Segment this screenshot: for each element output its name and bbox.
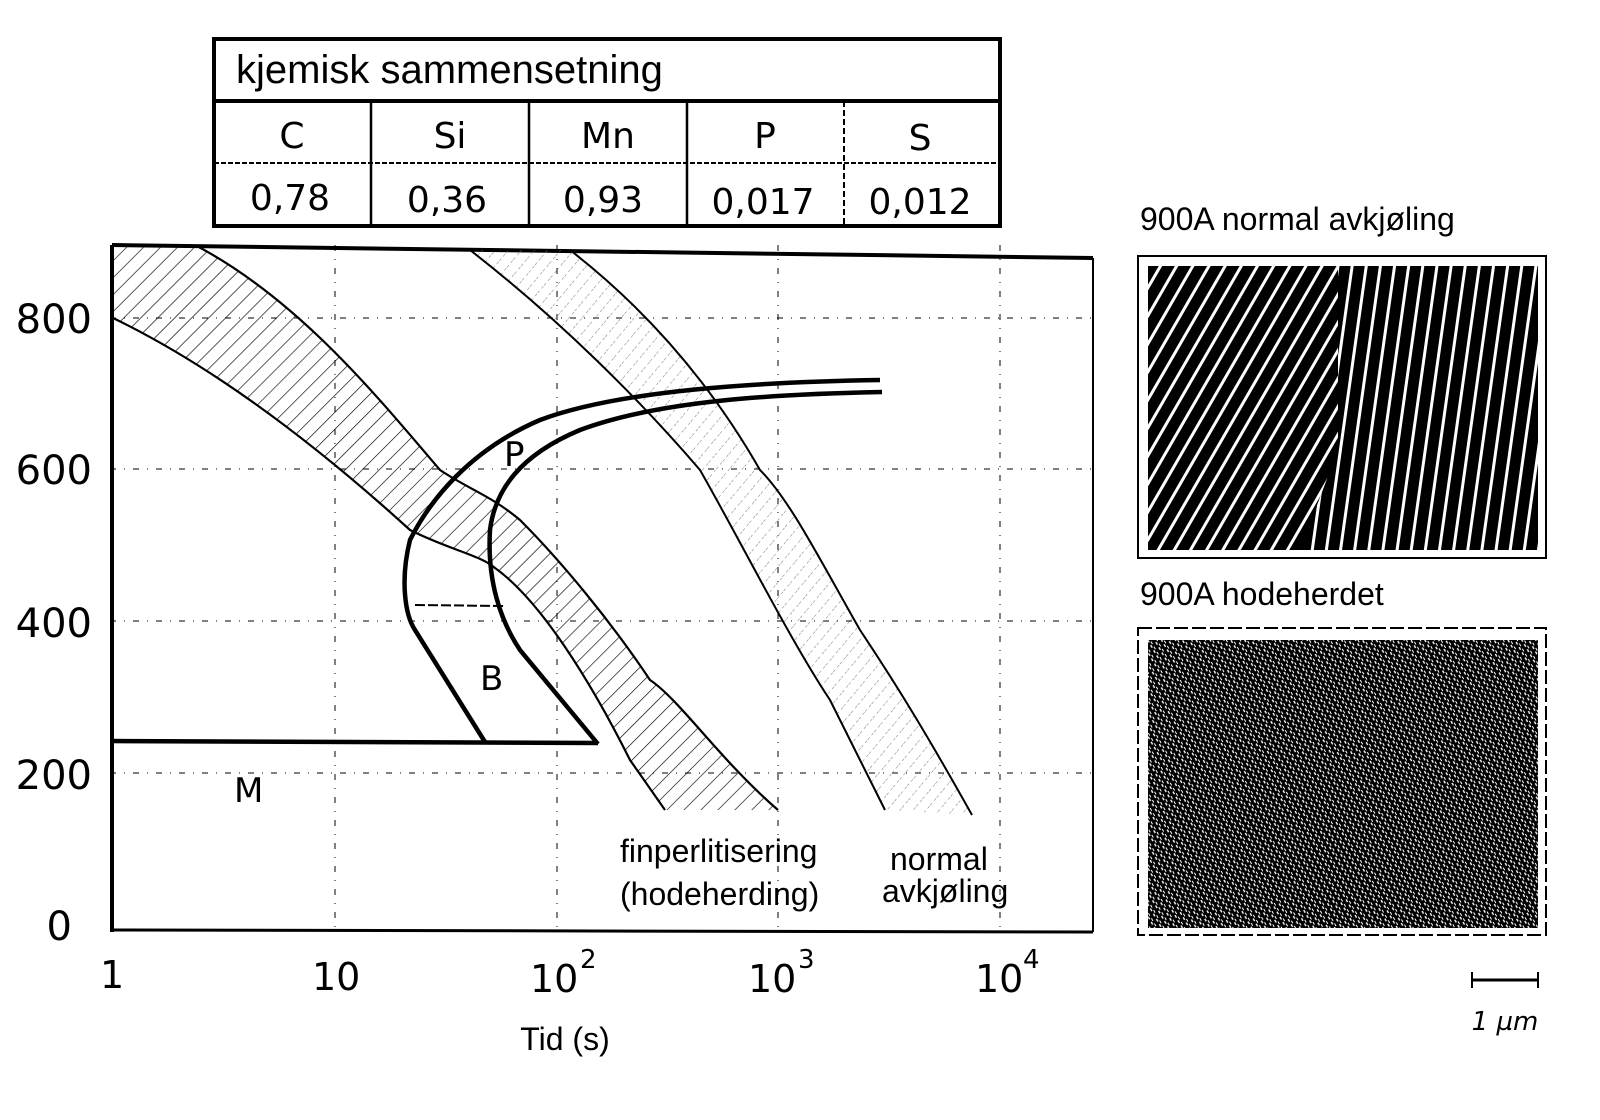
composition-table: kjemisk sammensetning C Si Mn P S 0,78 0… (212, 37, 1002, 228)
value-c: 0,78 (250, 178, 330, 219)
x-tick-exponent: 4 (1023, 945, 1040, 975)
header-mn: Mn (581, 116, 635, 157)
micrograph-bottom-label: 900A hodeherdet (1140, 576, 1384, 612)
header-s: S (909, 118, 932, 159)
plot-area (109, 243, 1094, 934)
header-p: P (754, 116, 776, 157)
normal-cooling-band (470, 250, 972, 815)
x-tick: 10 (530, 957, 578, 1001)
micrograph-top-label: 900A normal avkjøling (1140, 201, 1455, 237)
scale-bar-label: 1 µm (1472, 1007, 1539, 1037)
header-si: Si (434, 116, 467, 157)
head-hardening-left-curve (112, 317, 666, 811)
curve-label-normal-2: avkjøling (882, 873, 1008, 909)
x-tick: 10 (748, 957, 796, 1001)
value-si: 0,36 (407, 180, 487, 221)
head-hardening-right-curve (194, 245, 779, 811)
scale-bar: 1 µm (1471, 972, 1539, 1037)
normal-cooling-left-curve (469, 249, 886, 811)
y-tick: 600 (16, 448, 92, 494)
curve-label-head-hardening-1: finperlitisering (620, 833, 817, 869)
normal-cooling-right-curve (569, 249, 973, 816)
header-c: C (279, 116, 304, 157)
curve-label-normal-1: normal (890, 841, 988, 877)
x-tick-exponent: 2 (580, 945, 597, 975)
bainite-dashed-line (414, 604, 506, 607)
x-tick: 10 (312, 955, 360, 999)
micrograph-head-hardened (1137, 627, 1547, 936)
y-tick: 0 (47, 904, 72, 950)
value-s: 0,012 (868, 182, 971, 223)
x-tick-exponent: 3 (798, 945, 815, 975)
region-label-b: B (480, 659, 503, 699)
y-tick: 800 (16, 297, 92, 343)
value-mn: 0,93 (563, 180, 643, 221)
transformation-start-curve (402, 377, 881, 744)
x-axis-ticks: 1 10 10 2 10 3 10 4 (100, 945, 1040, 1001)
transformation-finish-curve (487, 389, 883, 746)
table-title: kjemisk sammensetning (236, 48, 663, 92)
curve-label-head-hardening-2: (hodeherding) (620, 876, 819, 912)
martensite-start-line (109, 738, 599, 746)
x-tick: 10 (975, 957, 1023, 1001)
region-label-m: M (234, 771, 263, 811)
micrograph-normal-cooling (1137, 255, 1547, 559)
value-p: 0,017 (711, 182, 814, 223)
y-axis-ticks: 800 600 400 200 0 (16, 297, 92, 950)
head-hardening-cooling-band (112, 245, 778, 810)
x-tick: 1 (100, 953, 124, 997)
y-tick: 200 (16, 753, 92, 799)
x-axis-label: Tid (s) (520, 1021, 609, 1057)
region-label-p: P (504, 435, 525, 475)
y-tick: 400 (16, 601, 92, 647)
